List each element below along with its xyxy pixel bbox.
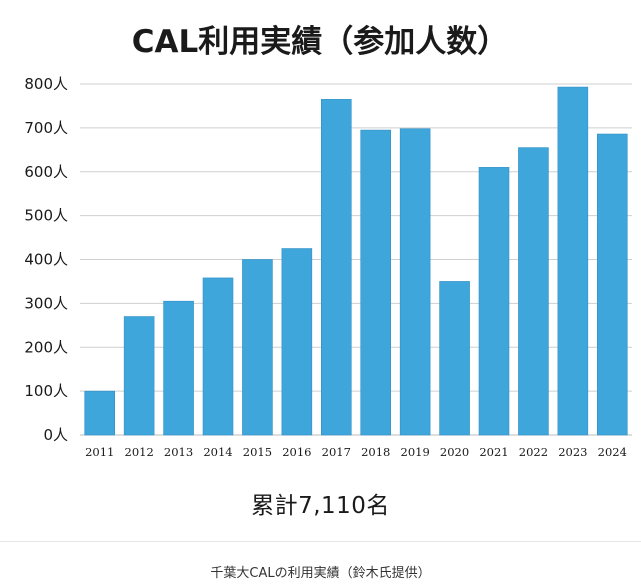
bar-2014: [202, 277, 234, 436]
x-axis-tick-labels: 2011 2012 2013 2014 2015 2016 2017 2018 2019 2020…: [85, 445, 627, 459]
x-tick-label: 2015: [243, 445, 272, 459]
x-tick-label: 2014: [203, 445, 232, 459]
y-tick-label: 100人: [24, 382, 68, 400]
bar-2024: [597, 133, 628, 436]
x-tick-label: 2020: [440, 445, 469, 459]
y-tick-label: 400人: [24, 251, 68, 269]
bar-2018: [360, 129, 391, 436]
bar-2019: [399, 128, 431, 436]
x-tick-label: 2024: [598, 445, 627, 459]
x-tick-label: 2012: [125, 445, 154, 459]
bar-2023: [557, 86, 589, 436]
x-tick-label: 2023: [558, 445, 587, 459]
bar-2011: [84, 390, 115, 436]
bar-chart: CAL利用実績（参加人数） 0人 100人 200人 300人 400人 500人 600人…: [24, 24, 632, 459]
x-tick-label: 2019: [401, 445, 430, 459]
bar-2012: [123, 316, 155, 436]
x-tick-label: 2018: [361, 445, 390, 459]
bar-2013: [163, 300, 194, 436]
x-tick-label: 2017: [322, 445, 351, 459]
bars: [84, 86, 628, 436]
x-tick-label: 2011: [85, 445, 114, 459]
y-tick-label: 600人: [24, 163, 68, 181]
chart-title: CAL利用実績（参加人数）: [132, 24, 509, 60]
y-axis-tick-labels: 0人 100人 200人 300人 400人 500人 600人 700人 800人: [24, 75, 68, 444]
bar-2015: [242, 259, 273, 436]
y-tick-label: 500人: [24, 207, 68, 225]
divider: [0, 541, 641, 542]
bar-2016: [281, 248, 313, 436]
image-caption: 千葉大CALの利用実績（鈴木氏提供）: [210, 566, 431, 581]
y-tick-label: 0人: [43, 426, 68, 444]
y-tick-label: 800人: [24, 75, 68, 93]
bar-2021: [478, 167, 510, 436]
grid-lines: [80, 83, 632, 436]
y-tick-label: 700人: [24, 119, 68, 137]
x-tick-label: 2022: [519, 445, 548, 459]
bar-2022: [518, 147, 549, 436]
y-tick-label: 200人: [24, 338, 68, 356]
bar-2020: [439, 281, 470, 436]
y-tick-label: 300人: [24, 294, 68, 312]
x-tick-label: 2013: [164, 445, 193, 459]
x-tick-label: 2021: [479, 445, 508, 459]
x-tick-label: 2016: [282, 445, 311, 459]
bar-2017: [321, 99, 352, 436]
cumulative-total: 累計7,110名: [251, 493, 390, 519]
